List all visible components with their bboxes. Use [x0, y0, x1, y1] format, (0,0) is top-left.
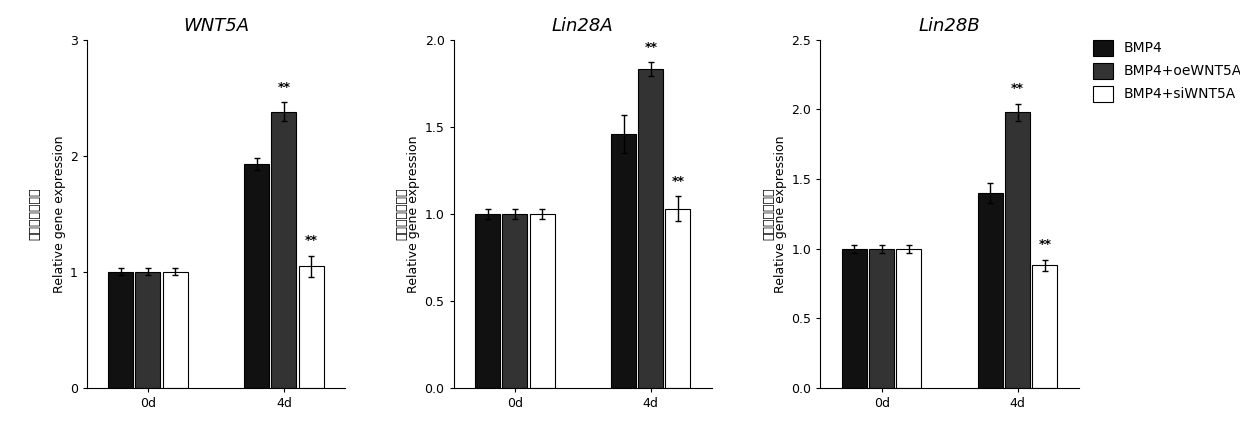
Text: **: **: [1038, 238, 1052, 251]
Bar: [108, 272, 134, 388]
Bar: [1033, 265, 1058, 388]
Bar: [1006, 112, 1030, 388]
Bar: [299, 266, 324, 388]
Y-axis label: Relative gene expression: Relative gene expression: [774, 135, 787, 293]
Bar: [162, 272, 187, 388]
Legend: BMP4, BMP4+oeWNT5A, BMP4+siWNT5A: BMP4, BMP4+oeWNT5A, BMP4+siWNT5A: [1094, 40, 1240, 102]
Bar: [135, 272, 160, 388]
Bar: [502, 214, 527, 388]
Text: 基因相对表达量: 基因相对表达量: [396, 187, 408, 240]
Bar: [869, 249, 894, 388]
Bar: [897, 249, 921, 388]
Text: 基因相对表达量: 基因相对表达量: [763, 187, 775, 240]
Title: Lin28B: Lin28B: [919, 17, 981, 35]
Bar: [842, 249, 867, 388]
Bar: [666, 209, 691, 388]
Title: WNT5A: WNT5A: [184, 17, 249, 35]
Text: **: **: [672, 175, 684, 188]
Bar: [272, 112, 296, 388]
Text: **: **: [305, 234, 317, 247]
Y-axis label: Relative gene expression: Relative gene expression: [52, 135, 66, 293]
Text: 基因相对表达量: 基因相对表达量: [29, 187, 42, 240]
Bar: [639, 69, 663, 388]
Bar: [978, 193, 1003, 388]
Text: **: **: [278, 81, 290, 93]
Text: **: **: [1011, 82, 1024, 95]
Text: **: **: [645, 41, 657, 54]
Bar: [244, 164, 269, 388]
Bar: [529, 214, 554, 388]
Bar: [611, 134, 636, 388]
Y-axis label: Relative gene expression: Relative gene expression: [408, 135, 420, 293]
Title: Lin28A: Lin28A: [552, 17, 614, 35]
Bar: [475, 214, 500, 388]
